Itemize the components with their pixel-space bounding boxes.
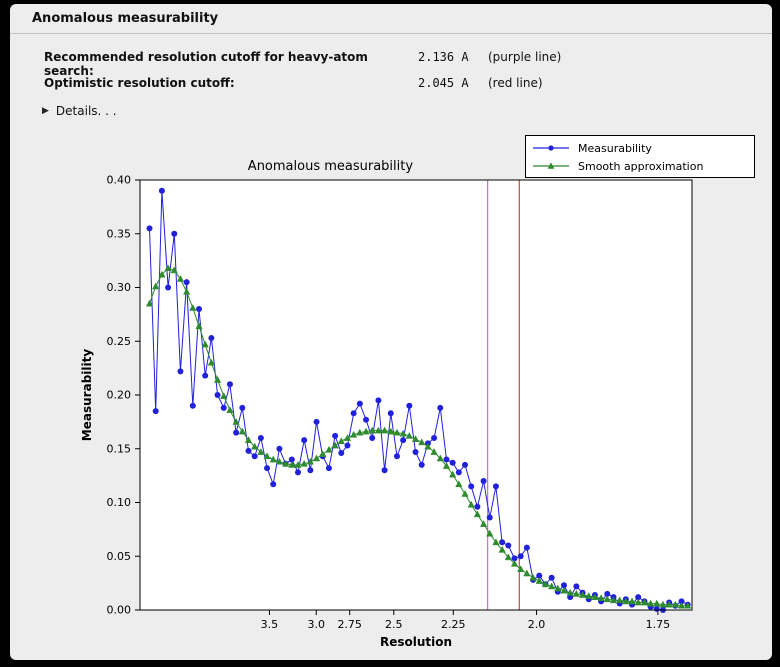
svg-text:3.5: 3.5 [261, 618, 279, 631]
legend-line-measurability-icon [532, 142, 570, 154]
details-label: Details. . . [55, 104, 117, 118]
svg-text:Resolution: Resolution [380, 635, 452, 649]
legend: Measurability Smooth approximation [525, 135, 755, 178]
svg-text:0.10: 0.10 [107, 496, 132, 509]
svg-text:2.75: 2.75 [337, 618, 362, 631]
svg-text:0.35: 0.35 [107, 227, 132, 240]
recommended-cutoff-value: 2.136 A [418, 50, 469, 64]
svg-text:Measurability: Measurability [80, 349, 94, 442]
svg-text:2.0: 2.0 [528, 618, 546, 631]
svg-text:2.25: 2.25 [441, 618, 466, 631]
legend-label-measurability: Measurability [578, 141, 652, 155]
anomalous-measurability-panel: Anomalous measurability Recommended reso… [10, 4, 772, 660]
legend-entry-smooth: Smooth approximation [532, 158, 748, 174]
legend-label-smooth: Smooth approximation [578, 159, 704, 173]
svg-text:0.00: 0.00 [107, 604, 132, 617]
measurability-plot: 0.00 0.05 0.10 0.15 0.20 0.25 0.30 0.35 0.40 3.5 3… [80, 159, 693, 649]
recommended-cutoff-note: (purple line) [488, 50, 562, 64]
svg-text:0.05: 0.05 [107, 550, 132, 563]
svg-text:Anomalous measurability: Anomalous measurability [248, 159, 414, 174]
optimistic-cutoff-label: Optimistic resolution cutoff: [44, 76, 235, 90]
svg-text:0.40: 0.40 [107, 174, 132, 187]
recommended-cutoff-label: Recommended resolution cutoff for heavy-… [44, 50, 368, 78]
summary-row-optimistic: Optimistic resolution cutoff: 2.045 A (r… [44, 76, 543, 90]
svg-text:0.20: 0.20 [107, 389, 132, 402]
svg-text:0.25: 0.25 [107, 335, 132, 348]
legend-line-smooth-icon [532, 160, 570, 172]
svg-text:3.0: 3.0 [307, 618, 325, 631]
svg-text:1.75: 1.75 [646, 618, 671, 631]
svg-text:0.30: 0.30 [107, 281, 132, 294]
panel-title: Anomalous measurability [32, 11, 219, 26]
title-divider [10, 33, 772, 34]
svg-text:2.5: 2.5 [385, 618, 403, 631]
optimistic-cutoff-value: 2.045 A [418, 76, 469, 90]
legend-entry-measurability: Measurability [532, 140, 748, 156]
details-disclosure[interactable]: ▶ Details. . . [42, 104, 117, 118]
svg-text:0.15: 0.15 [107, 442, 132, 455]
summary-row-recommended: Recommended resolution cutoff for heavy-… [44, 50, 561, 78]
optimistic-cutoff-note: (red line) [488, 76, 543, 90]
disclosure-triangle-icon[interactable]: ▶ [42, 105, 49, 116]
